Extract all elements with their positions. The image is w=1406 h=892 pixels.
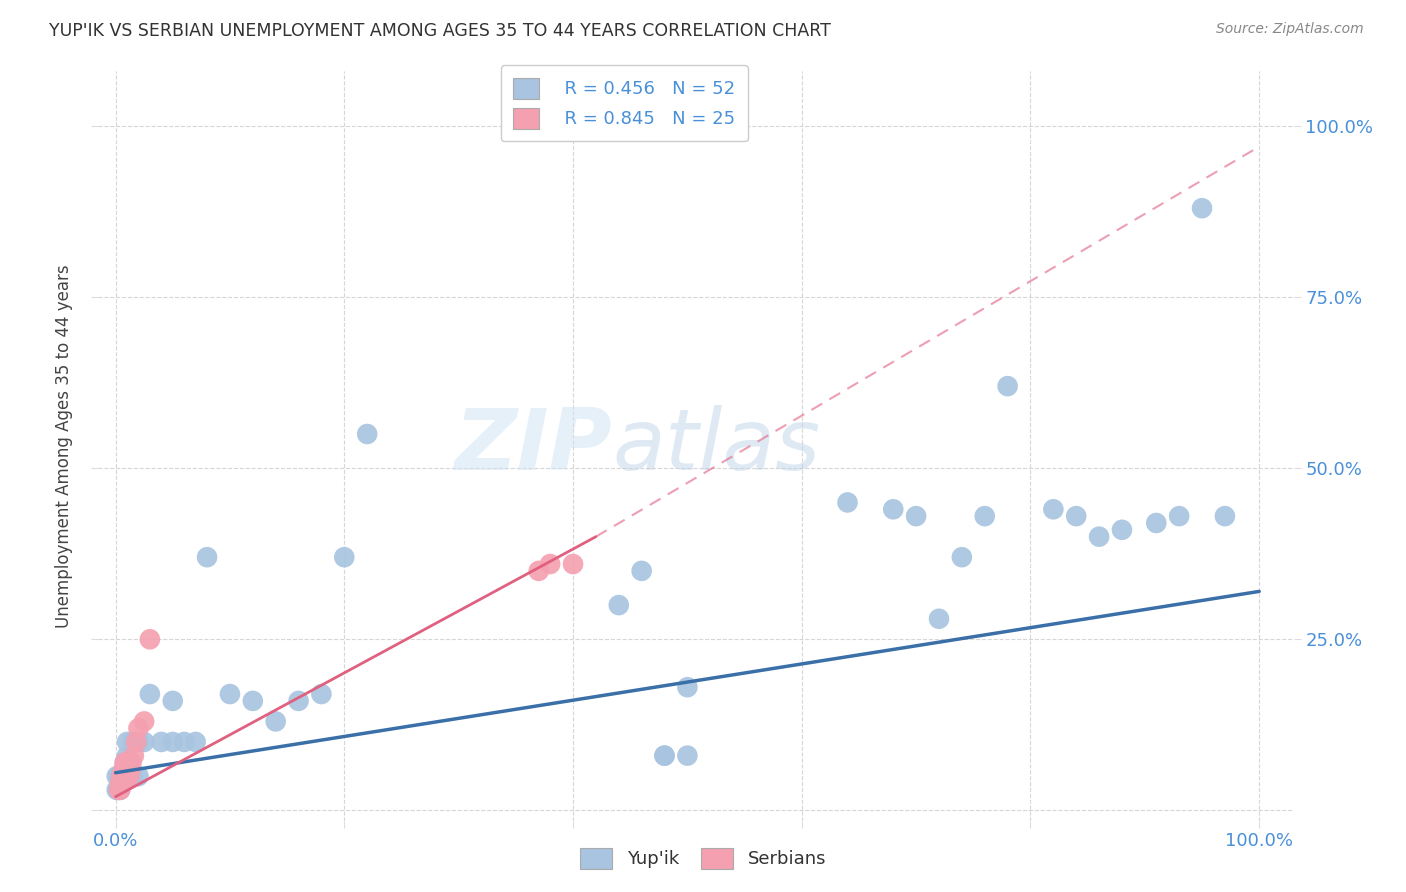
Point	[654, 748, 676, 763]
Point	[121, 769, 143, 783]
Point	[114, 756, 136, 770]
Point	[111, 776, 134, 790]
Point	[105, 769, 128, 783]
Point	[219, 687, 242, 701]
Point	[264, 714, 287, 729]
Point	[287, 694, 309, 708]
Point	[111, 769, 134, 783]
Point	[676, 680, 699, 694]
Point	[173, 735, 195, 749]
Point	[112, 762, 135, 776]
Point	[121, 756, 143, 770]
Point	[110, 769, 132, 783]
Point	[1088, 530, 1111, 544]
Point	[356, 427, 378, 442]
Point	[115, 735, 138, 749]
Point	[115, 748, 138, 763]
Text: YUP'IK VS SERBIAN UNEMPLOYMENT AMONG AGES 35 TO 44 YEARS CORRELATION CHART: YUP'IK VS SERBIAN UNEMPLOYMENT AMONG AGE…	[49, 22, 831, 40]
Point	[1213, 509, 1236, 524]
Point	[108, 769, 131, 783]
Point	[950, 550, 973, 565]
Point	[127, 769, 149, 783]
Point	[150, 735, 173, 749]
Point	[127, 721, 149, 735]
Point	[118, 769, 141, 783]
Point	[905, 509, 928, 524]
Point	[139, 687, 162, 701]
Point	[127, 735, 149, 749]
Point	[112, 769, 135, 783]
Point	[134, 735, 156, 749]
Point	[1064, 509, 1087, 524]
Point	[125, 735, 148, 749]
Point	[562, 557, 585, 571]
Point	[108, 782, 131, 797]
Point	[607, 598, 630, 612]
Point	[108, 776, 131, 790]
Point	[333, 550, 356, 565]
Point	[117, 756, 139, 770]
Point	[108, 782, 131, 797]
Point	[139, 632, 162, 647]
Point	[112, 769, 135, 783]
Y-axis label: Unemployment Among Ages 35 to 44 years: Unemployment Among Ages 35 to 44 years	[55, 264, 73, 628]
Point	[115, 769, 138, 783]
Point	[114, 756, 136, 770]
Point	[527, 564, 550, 578]
Point	[122, 748, 145, 763]
Point	[114, 769, 136, 783]
Text: Source: ZipAtlas.com: Source: ZipAtlas.com	[1216, 22, 1364, 37]
Point	[928, 612, 950, 626]
Point	[538, 557, 561, 571]
Point	[162, 694, 184, 708]
Point	[676, 748, 699, 763]
Point	[105, 782, 128, 797]
Point	[110, 769, 132, 783]
Point	[973, 509, 995, 524]
Text: atlas: atlas	[613, 404, 820, 488]
Point	[1042, 502, 1064, 516]
Point	[1191, 201, 1213, 215]
Point	[630, 564, 652, 578]
Point	[184, 735, 207, 749]
Legend:   R = 0.456   N = 52,   R = 0.845   N = 25: R = 0.456 N = 52, R = 0.845 N = 25	[501, 65, 748, 142]
Point	[111, 769, 134, 783]
Point	[997, 379, 1019, 393]
Point	[115, 769, 138, 783]
Point	[162, 735, 184, 749]
Legend: Yup'ik, Serbians: Yup'ik, Serbians	[572, 840, 834, 876]
Point	[107, 782, 129, 797]
Point	[1111, 523, 1133, 537]
Point	[837, 495, 859, 509]
Point	[121, 735, 143, 749]
Point	[195, 550, 218, 565]
Point	[1168, 509, 1191, 524]
Point	[242, 694, 264, 708]
Point	[311, 687, 333, 701]
Point	[120, 762, 142, 776]
Point	[882, 502, 904, 516]
Text: ZIP: ZIP	[454, 404, 613, 488]
Point	[110, 776, 132, 790]
Point	[115, 762, 138, 776]
Point	[134, 714, 156, 729]
Point	[654, 748, 676, 763]
Point	[108, 782, 131, 797]
Point	[1144, 516, 1167, 530]
